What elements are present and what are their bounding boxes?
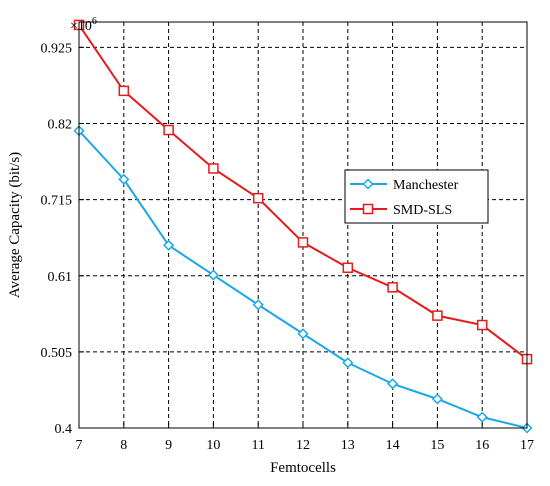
data-point bbox=[342, 357, 354, 369]
x-tick-label: 11 bbox=[251, 438, 264, 453]
data-point bbox=[297, 237, 309, 248]
data-point bbox=[476, 411, 488, 423]
legend-item: SMD-SLS bbox=[350, 203, 452, 218]
y-tick-label: 0.4 bbox=[55, 422, 73, 437]
data-point bbox=[208, 163, 219, 174]
data-point bbox=[432, 310, 443, 321]
data-point bbox=[476, 319, 488, 331]
x-tick-label: 16 bbox=[475, 438, 489, 453]
x-tick-label: 7 bbox=[76, 438, 83, 453]
y-tick-label: 0.505 bbox=[41, 346, 73, 361]
data-point bbox=[207, 269, 219, 281]
legend: Manchester SMD-SLS bbox=[344, 169, 489, 224]
x-tick-label: 10 bbox=[206, 438, 220, 453]
y-axis-multiplier: ×106 bbox=[70, 16, 97, 34]
axis-ticks: 7 8 9 10 11 12 13 14 15 16 17 0.4 0.505 0.61 0.715 0.82… bbox=[41, 41, 535, 453]
x-tick-label: 8 bbox=[120, 438, 127, 453]
data-point bbox=[252, 192, 264, 204]
data-point bbox=[163, 124, 174, 136]
legend-marker bbox=[362, 203, 374, 215]
legend-label: Manchester bbox=[393, 178, 459, 193]
data-point bbox=[342, 262, 354, 274]
data-point bbox=[118, 85, 130, 97]
data-point bbox=[387, 282, 398, 293]
grid-lines bbox=[79, 22, 527, 428]
x-tick-label: 17 bbox=[520, 438, 534, 453]
x-tick-label: 13 bbox=[341, 438, 355, 453]
x-tick-label: 14 bbox=[386, 438, 400, 453]
data-point bbox=[297, 328, 309, 340]
y-tick-label: 0.82 bbox=[48, 118, 73, 133]
x-tick-label: 9 bbox=[165, 438, 172, 453]
legend-marker bbox=[362, 178, 374, 190]
y-tick-label: 0.61 bbox=[48, 270, 73, 285]
data-point bbox=[252, 299, 264, 311]
legend-label: SMD-SLS bbox=[393, 203, 452, 218]
legend-item: Manchester bbox=[350, 178, 459, 193]
y-tick-label: 0.715 bbox=[41, 194, 73, 209]
x-axis-title: Femtocells bbox=[270, 460, 336, 476]
data-point bbox=[118, 173, 130, 185]
y-tick-label: 0.925 bbox=[41, 41, 73, 56]
data-point bbox=[163, 239, 175, 251]
x-tick-label: 15 bbox=[430, 438, 444, 453]
y-axis-title: Average Capacity (bit/s) bbox=[7, 152, 23, 298]
data-point bbox=[387, 378, 399, 390]
data-point bbox=[431, 393, 443, 405]
x-tick-label: 12 bbox=[296, 438, 310, 453]
